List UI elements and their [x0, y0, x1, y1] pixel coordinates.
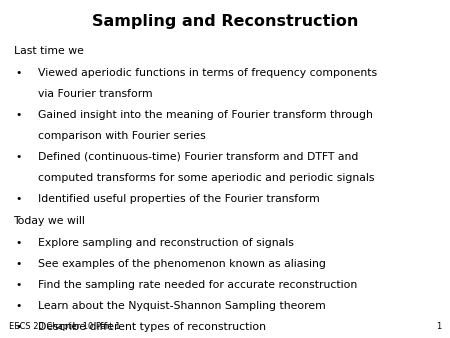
Text: Find the sampling rate needed for accurate reconstruction: Find the sampling rate needed for accura… — [38, 280, 357, 290]
Text: computed transforms for some aperiodic and periodic signals: computed transforms for some aperiodic a… — [38, 173, 375, 183]
Text: See examples of the phenomenon known as aliasing: See examples of the phenomenon known as … — [38, 259, 326, 269]
Text: Learn about the Nyquist-Shannon Sampling theorem: Learn about the Nyquist-Shannon Sampling… — [38, 301, 326, 311]
Text: •: • — [16, 152, 22, 162]
Text: Defined (continuous-time) Fourier transform and DTFT and: Defined (continuous-time) Fourier transf… — [38, 152, 359, 162]
Text: •: • — [16, 110, 22, 120]
Text: •: • — [16, 322, 22, 332]
Text: Gained insight into the meaning of Fourier transform through: Gained insight into the meaning of Fouri… — [38, 110, 373, 120]
Text: 1: 1 — [436, 322, 441, 331]
Text: •: • — [16, 259, 22, 269]
Text: •: • — [16, 238, 22, 248]
Text: Sampling and Reconstruction: Sampling and Reconstruction — [92, 14, 358, 28]
Text: Today we will: Today we will — [14, 216, 86, 226]
Text: Describe different types of reconstruction: Describe different types of reconstructi… — [38, 322, 266, 332]
Text: •: • — [16, 280, 22, 290]
Text: Identified useful properties of the Fourier transform: Identified useful properties of the Four… — [38, 194, 320, 204]
Text: via Fourier transform: via Fourier transform — [38, 89, 153, 99]
Text: EECS 20 Chapter 10 Part 1: EECS 20 Chapter 10 Part 1 — [9, 322, 121, 331]
Text: •: • — [16, 194, 22, 204]
Text: •: • — [16, 68, 22, 78]
Text: comparison with Fourier series: comparison with Fourier series — [38, 131, 206, 141]
Text: Viewed aperiodic functions in terms of frequency components: Viewed aperiodic functions in terms of f… — [38, 68, 378, 78]
Text: Explore sampling and reconstruction of signals: Explore sampling and reconstruction of s… — [38, 238, 294, 248]
Text: Last time we: Last time we — [14, 46, 83, 56]
Text: •: • — [16, 301, 22, 311]
